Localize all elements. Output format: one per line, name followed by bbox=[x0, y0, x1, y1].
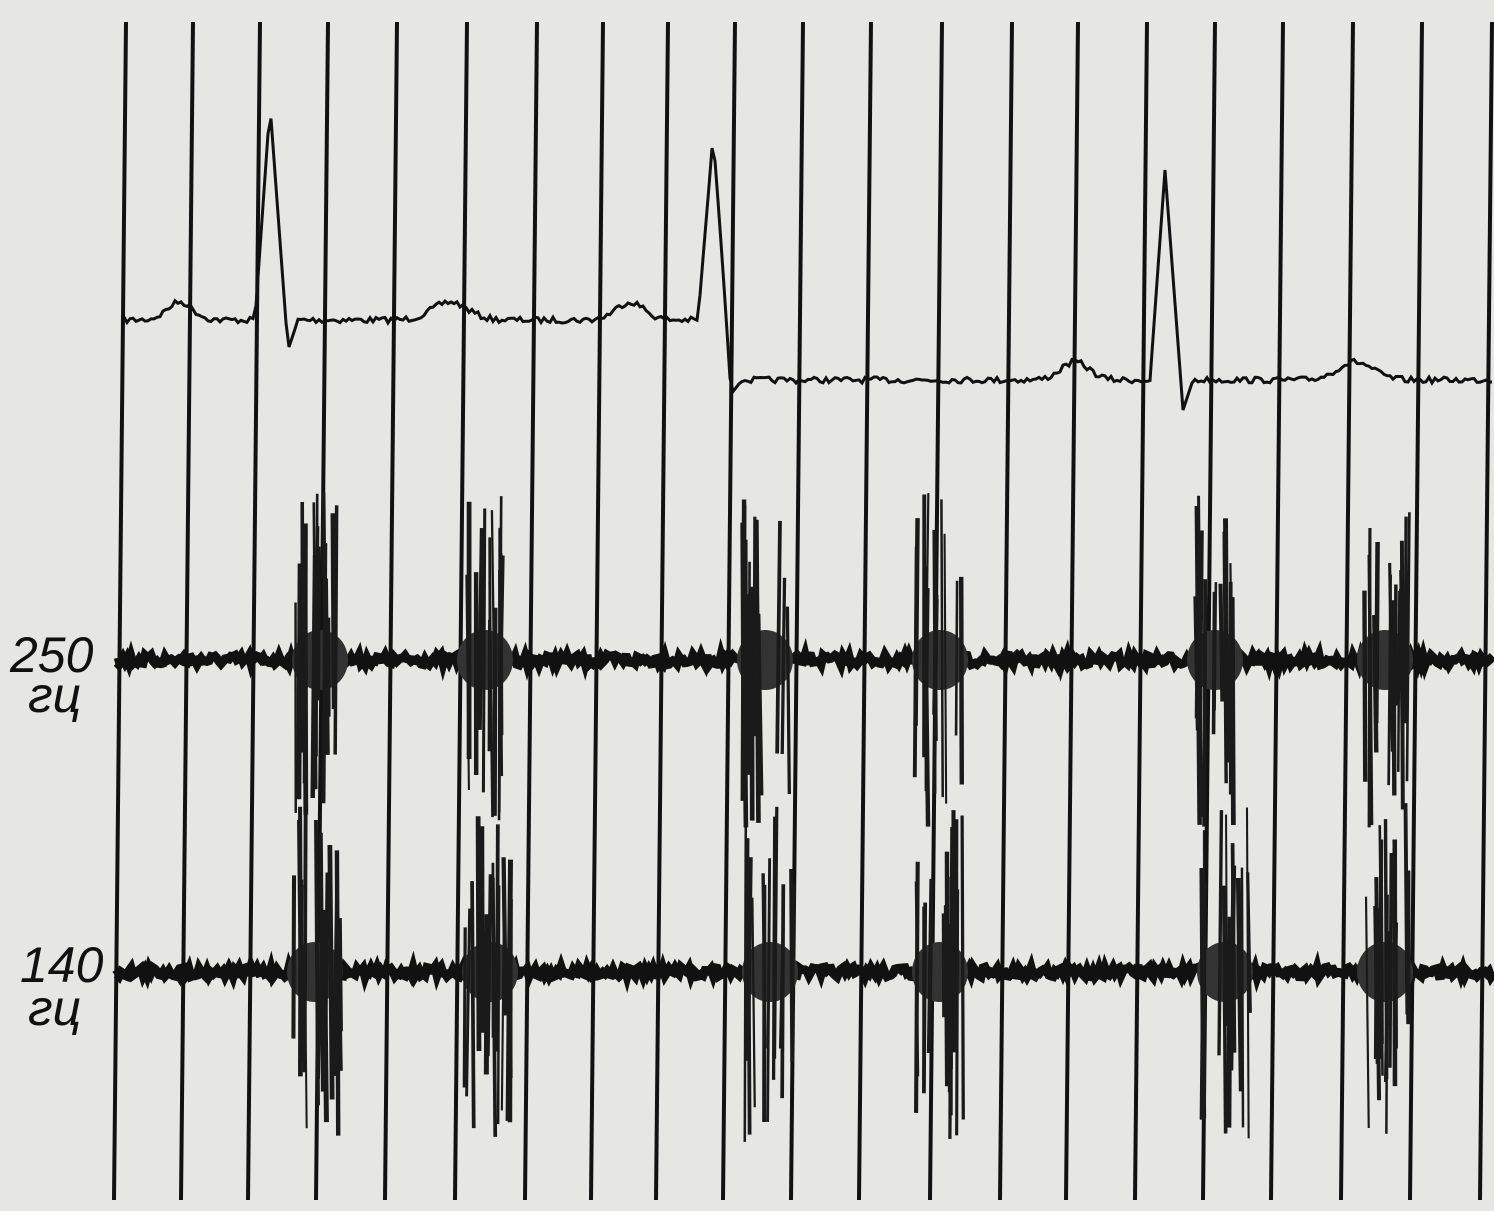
phono-oscillation bbox=[330, 845, 332, 1099]
phono-oscillation bbox=[1386, 895, 1387, 1134]
phono-oscillation bbox=[774, 817, 775, 1080]
phono-oscillation bbox=[497, 824, 498, 1051]
phono-oscillation bbox=[340, 918, 341, 1031]
phono-oscillation bbox=[478, 816, 479, 1051]
phono-oscillation bbox=[1229, 917, 1230, 1128]
phono-oscillation bbox=[1369, 528, 1370, 827]
phono-oscillation bbox=[1364, 591, 1365, 782]
phono-oscillation bbox=[748, 594, 751, 736]
phono-oscillation bbox=[756, 520, 758, 823]
phono-oscillation bbox=[1382, 848, 1383, 1044]
phono-oscillation bbox=[745, 811, 746, 1142]
phono-oscillation bbox=[495, 608, 496, 816]
phono-oscillation bbox=[1390, 853, 1391, 1068]
phono-oscillation bbox=[305, 523, 306, 783]
phono-oscillation bbox=[962, 815, 963, 1119]
phono-oscillation bbox=[1203, 923, 1204, 1119]
page: 250 гц 140 гц (() => { const data = JSON… bbox=[0, 0, 1494, 1211]
phono-oscillation bbox=[748, 857, 751, 1052]
phono-oscillation bbox=[744, 619, 746, 828]
phono-oscillation bbox=[488, 874, 490, 1056]
phono-oscillation bbox=[961, 577, 962, 785]
phono-oscillation bbox=[1402, 541, 1403, 810]
phono-oscillation bbox=[325, 873, 327, 1069]
phono-oscillation bbox=[1226, 518, 1227, 708]
phono-oscillation bbox=[763, 873, 765, 1048]
phono-oscillation bbox=[1376, 877, 1379, 1100]
phono-oscillation bbox=[934, 595, 936, 715]
phono-oscillation bbox=[956, 819, 957, 1049]
phono-oscillation bbox=[1238, 878, 1241, 1091]
trace-unit: гц bbox=[28, 667, 81, 723]
phono-oscillation bbox=[782, 578, 784, 754]
phono-oscillation bbox=[299, 563, 300, 799]
phono-oscillation bbox=[464, 927, 465, 1087]
phono-oscillation bbox=[1199, 530, 1201, 757]
phono-oscillation bbox=[1214, 592, 1215, 734]
phono-oscillation bbox=[324, 543, 326, 803]
phono-oscillation bbox=[472, 881, 474, 1128]
phono-oscillation bbox=[333, 513, 334, 709]
phono-oscillation bbox=[793, 883, 794, 1021]
phono-oscillation bbox=[787, 607, 789, 794]
recording: 250 гц 140 гц bbox=[0, 0, 1494, 1211]
phono-oscillation bbox=[929, 879, 932, 1053]
phono-oscillation bbox=[915, 547, 917, 778]
phono-oscillation bbox=[337, 850, 338, 1135]
phono-oscillation bbox=[950, 827, 952, 1139]
phono-oscillation bbox=[302, 502, 303, 752]
phono-oscillation bbox=[956, 581, 957, 736]
phono-oscillation bbox=[1233, 843, 1235, 1053]
phono-oscillation bbox=[510, 916, 511, 1079]
phono-oscillation bbox=[316, 820, 318, 1105]
phono-oscillation bbox=[924, 903, 925, 1094]
phono-burst-core bbox=[912, 942, 968, 1002]
phono-oscillation bbox=[499, 528, 500, 820]
phono-oscillation bbox=[946, 905, 947, 1086]
phono-oscillation bbox=[1224, 886, 1226, 1134]
trace-unit: гц bbox=[28, 980, 81, 1036]
phono-oscillation bbox=[941, 499, 942, 797]
phono-oscillation bbox=[1393, 600, 1394, 795]
phono-oscillation bbox=[479, 528, 482, 730]
phono-oscillation bbox=[321, 833, 323, 1092]
phono-oscillation bbox=[768, 858, 770, 1122]
phono-oscillation bbox=[1204, 579, 1205, 826]
phono-oscillation bbox=[1376, 542, 1377, 723]
phono-oscillation bbox=[293, 875, 294, 1038]
phono-oscillation bbox=[1221, 584, 1223, 702]
phono-oscillation bbox=[1406, 803, 1408, 1014]
phono-oscillation bbox=[1219, 810, 1221, 1055]
phono-oscillation bbox=[1232, 597, 1233, 825]
phono-oscillation bbox=[1405, 517, 1406, 724]
phono-oscillation bbox=[1398, 591, 1399, 772]
